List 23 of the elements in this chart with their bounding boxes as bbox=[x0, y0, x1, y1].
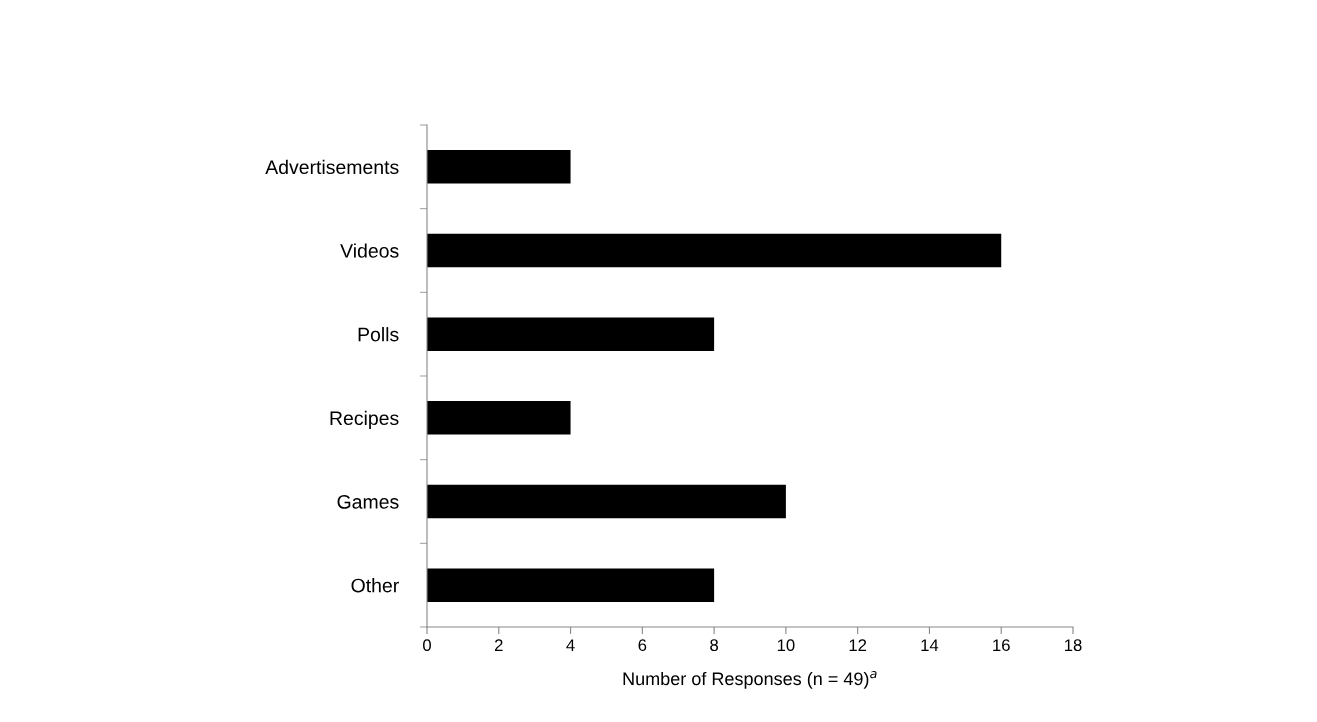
x-tick-label: 2 bbox=[494, 639, 503, 651]
bar bbox=[427, 568, 715, 602]
y-tick-label: Recipes bbox=[330, 410, 399, 429]
bar bbox=[427, 317, 715, 351]
x-tick-label: 6 bbox=[638, 639, 647, 652]
y-tick-label: Videos bbox=[340, 243, 399, 258]
x-tick-label: 12 bbox=[849, 639, 867, 651]
x-tick-label: 10 bbox=[777, 639, 795, 652]
x-tick-label: 16 bbox=[993, 639, 1010, 652]
bar bbox=[427, 233, 1002, 268]
x-tick-label: 8 bbox=[710, 639, 719, 652]
x-tick-label: 14 bbox=[921, 639, 939, 651]
y-tick-label: Other bbox=[351, 578, 399, 593]
x-tick-label: 18 bbox=[1065, 639, 1082, 652]
x-axis-title: Number of Responses (n = 49)$^{a}$ bbox=[623, 671, 877, 689]
bar bbox=[427, 484, 786, 519]
y-tick-label: Advertisements bbox=[265, 159, 399, 175]
y-tick-label: Games bbox=[337, 494, 399, 509]
bar bbox=[427, 401, 571, 435]
x-tick-label: 0 bbox=[423, 639, 431, 652]
bar bbox=[427, 150, 571, 184]
y-tick-label: Polls bbox=[358, 327, 399, 342]
x-tick-label: 4 bbox=[566, 639, 575, 651]
